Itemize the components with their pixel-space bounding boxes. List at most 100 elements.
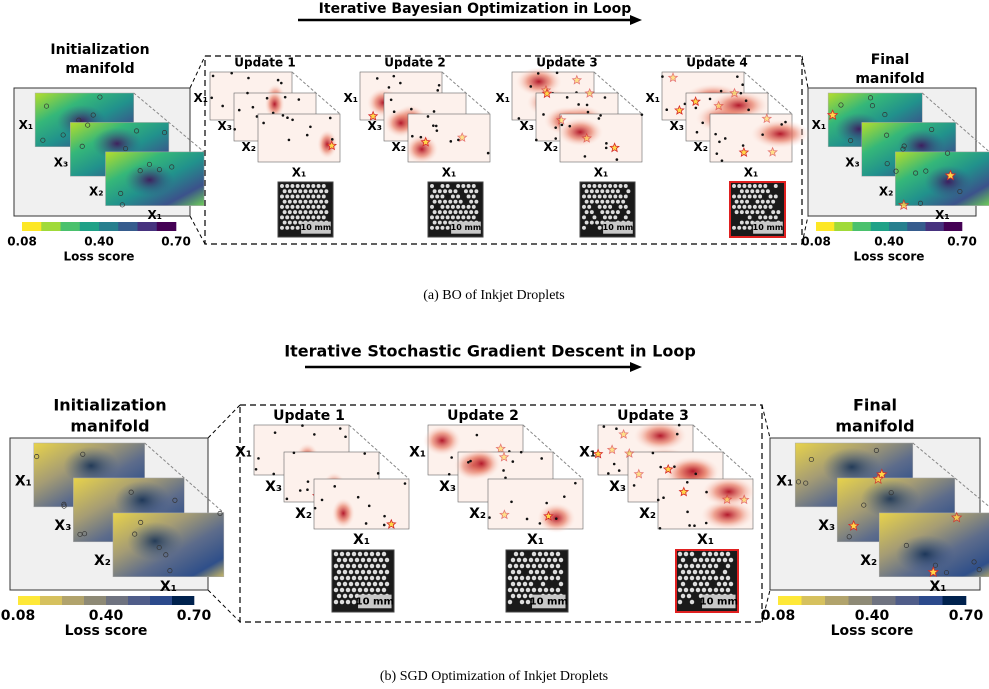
droplet bbox=[550, 576, 554, 580]
droplet bbox=[758, 215, 762, 219]
droplet bbox=[529, 570, 533, 574]
droplet bbox=[430, 184, 434, 188]
droplet bbox=[732, 184, 736, 188]
sample-point bbox=[467, 461, 470, 464]
droplet bbox=[317, 215, 321, 219]
scale-bar-label: 10 mm bbox=[700, 596, 738, 607]
droplet bbox=[358, 552, 362, 556]
axis-label: X₁ bbox=[744, 166, 759, 180]
sample-point bbox=[274, 431, 277, 434]
sample-point bbox=[504, 476, 507, 479]
colorbar-segment bbox=[853, 222, 872, 231]
droplet bbox=[595, 189, 599, 193]
droplet bbox=[711, 570, 715, 574]
droplet bbox=[440, 205, 444, 209]
sample-point bbox=[661, 75, 664, 78]
acquisition-peak bbox=[332, 498, 355, 528]
droplet bbox=[311, 194, 315, 198]
droplet bbox=[438, 221, 442, 225]
droplet bbox=[469, 200, 473, 204]
sample-point bbox=[709, 98, 712, 101]
sample-point bbox=[363, 452, 366, 455]
droplet bbox=[435, 194, 439, 198]
sample-point bbox=[388, 86, 391, 89]
sample-point bbox=[736, 75, 739, 78]
droplet bbox=[296, 205, 300, 209]
droplet bbox=[385, 570, 389, 574]
sample-point bbox=[329, 117, 332, 120]
sample-point bbox=[246, 92, 249, 95]
sample-point bbox=[309, 126, 312, 129]
droplet bbox=[723, 558, 727, 562]
axis-label: X₁ bbox=[193, 91, 208, 105]
droplet bbox=[280, 205, 284, 209]
sample-point bbox=[438, 84, 441, 87]
droplet bbox=[606, 189, 610, 193]
colorbar-segment bbox=[61, 222, 81, 231]
droplet bbox=[361, 558, 365, 562]
droplet bbox=[290, 205, 294, 209]
droplet bbox=[708, 552, 712, 556]
droplet bbox=[538, 552, 542, 556]
droplet bbox=[288, 210, 292, 214]
droplet bbox=[745, 210, 749, 214]
droplet bbox=[613, 184, 617, 188]
droplet bbox=[309, 189, 313, 193]
colorbar-segment bbox=[802, 596, 826, 605]
sample-point bbox=[257, 457, 260, 460]
sample-point bbox=[284, 96, 287, 99]
sample-point bbox=[306, 488, 309, 491]
caption: (b) SGD Optimization of Inkjet Droplets bbox=[380, 669, 608, 684]
manifold-title: manifold bbox=[835, 417, 914, 436]
droplet bbox=[774, 184, 778, 188]
sample-point bbox=[705, 491, 708, 494]
droplet bbox=[699, 558, 703, 562]
droplet bbox=[334, 576, 338, 580]
colorbar-segment bbox=[919, 596, 943, 605]
colorbar-tick: 0.40 bbox=[89, 608, 124, 624]
sample-point bbox=[432, 124, 435, 127]
droplet bbox=[684, 576, 688, 580]
sample-point bbox=[615, 427, 618, 430]
droplet bbox=[729, 558, 733, 562]
droplet bbox=[526, 588, 530, 592]
droplet bbox=[699, 570, 703, 574]
sample-point bbox=[344, 435, 347, 438]
droplet bbox=[624, 205, 628, 209]
manifold-title: manifold bbox=[855, 71, 924, 87]
droplet bbox=[544, 564, 548, 568]
droplet bbox=[771, 200, 775, 204]
droplet bbox=[385, 582, 389, 586]
droplet bbox=[693, 570, 697, 574]
colorbar-segment bbox=[157, 222, 177, 231]
sample-point bbox=[537, 72, 540, 75]
sample-point bbox=[502, 469, 505, 472]
droplet bbox=[732, 226, 736, 230]
droplet bbox=[737, 194, 741, 198]
droplet bbox=[616, 189, 620, 193]
droplet bbox=[544, 576, 548, 580]
droplet bbox=[298, 189, 302, 193]
colorbar-segment bbox=[907, 222, 926, 231]
droplet bbox=[517, 570, 521, 574]
droplet bbox=[582, 194, 586, 198]
sample-point bbox=[210, 96, 213, 99]
axis-label: X₃ bbox=[818, 518, 835, 534]
axis-label: X₂ bbox=[89, 185, 104, 199]
droplet bbox=[376, 588, 380, 592]
droplet bbox=[776, 210, 780, 214]
colorbar-segment bbox=[128, 596, 150, 605]
droplet bbox=[520, 552, 524, 556]
sample-point bbox=[695, 107, 698, 110]
droplet bbox=[511, 570, 515, 574]
droplet bbox=[547, 558, 551, 562]
droplet bbox=[678, 588, 682, 592]
droplet bbox=[600, 200, 604, 204]
sample-point bbox=[535, 139, 538, 142]
sample-point bbox=[542, 113, 545, 116]
manifold-title: manifold bbox=[70, 417, 149, 436]
droplet bbox=[508, 600, 512, 604]
droplet bbox=[556, 564, 560, 568]
sample-point bbox=[587, 111, 590, 114]
droplet bbox=[603, 205, 607, 209]
